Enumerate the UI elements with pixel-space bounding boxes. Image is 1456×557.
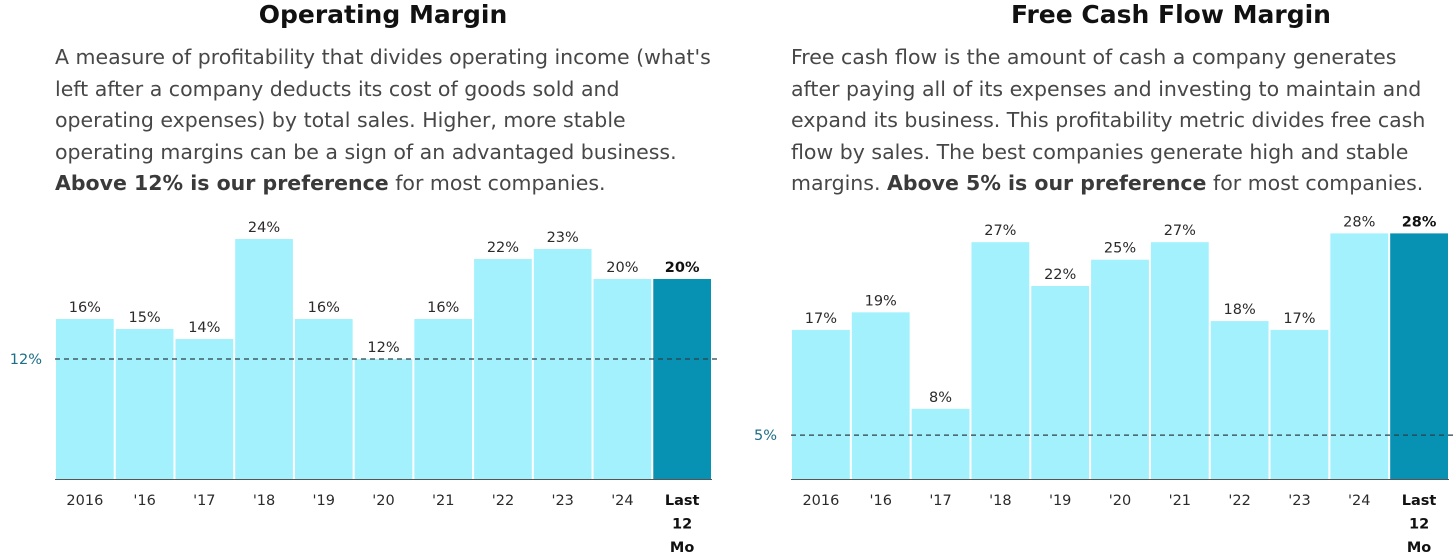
free-cash-flow-margin-chart: 17% 19% 8% 27% 22% 25% 27% 18% 17% 28% 28% 2016 '16 '… (754, 214, 1456, 556)
bar (792, 329, 850, 479)
bar (354, 359, 413, 479)
data-label: 22% (487, 240, 519, 256)
data-label: 20% (665, 260, 700, 276)
bar-last-12-mo (653, 279, 711, 479)
reference-label: 5% (754, 428, 777, 444)
x-tick-label: '21 (1169, 493, 1191, 509)
data-label: 17% (1283, 311, 1315, 327)
bar (1091, 259, 1149, 479)
bar (294, 319, 353, 479)
bar (1031, 286, 1090, 479)
bar (1270, 329, 1329, 479)
x-tick-label: '16 (870, 493, 892, 509)
preference-rest: for most companies. (1206, 171, 1424, 196)
bar (1210, 321, 1269, 479)
data-label: 14% (188, 320, 220, 336)
x-tick-label: '16 (133, 493, 155, 509)
operating-margin-chart: 16% 15% 14% 24% 16% 12% 16% 22% 23% 20% 20% 2016 '16… (10, 220, 720, 556)
data-label: 15% (128, 310, 160, 326)
bar (56, 319, 114, 479)
x-tick-label: '19 (1049, 493, 1071, 509)
bar (175, 339, 234, 479)
data-label: 16% (69, 300, 101, 316)
x-tick-label: '18 (253, 493, 275, 509)
bar (851, 312, 910, 479)
preference-bold: Above 5% is our preference (887, 171, 1207, 196)
chart-description: A measure of profitability that divides … (55, 42, 720, 200)
x-tick-label: '18 (989, 493, 1011, 509)
chart-title: Free Cash Flow Margin (1011, 0, 1331, 29)
data-label: 16% (427, 300, 459, 316)
data-label: 27% (984, 223, 1016, 239)
x-tick-label: '22 (1228, 493, 1250, 509)
x-tick-label: '23 (1288, 493, 1310, 509)
data-label: 8% (929, 390, 952, 406)
x-tick-label: '22 (492, 493, 514, 509)
description-text: Free cash flow is the amount of cash a c… (791, 45, 1426, 196)
data-label: 28% (1402, 214, 1437, 230)
bar (593, 279, 652, 479)
data-label: 27% (1164, 223, 1196, 239)
x-tick-label: '24 (1348, 493, 1370, 509)
x-tick-label: '21 (432, 493, 454, 509)
x-tick-label: Last 12 Mo (665, 493, 700, 556)
data-label: 24% (248, 220, 280, 236)
bar (474, 259, 532, 479)
x-tick-label: '23 (551, 493, 573, 509)
reference-label: 12% (10, 352, 42, 368)
bar (911, 408, 970, 479)
bar (1330, 233, 1389, 479)
data-label: 22% (1044, 267, 1076, 283)
bar-last-12-mo (1390, 233, 1448, 479)
bar (533, 249, 592, 479)
x-tick-label: 2016 (802, 493, 839, 509)
data-label: 16% (308, 300, 340, 316)
data-label: 18% (1224, 302, 1256, 318)
data-label: 12% (367, 340, 399, 356)
x-tick-label: '24 (611, 493, 633, 509)
description-text: A measure of profitability that divides … (55, 45, 711, 164)
bar (971, 242, 1030, 479)
x-tick-label: '19 (313, 493, 335, 509)
preference-bold: Above 12% is our preference (55, 171, 389, 196)
x-tick-label: Last 12 Mo (1402, 493, 1437, 556)
x-tick-label: '17 (193, 493, 215, 509)
data-label: 17% (805, 311, 837, 327)
data-label: 19% (865, 293, 897, 309)
operating-margin-panel: Operating Margin A measure of profitabil… (10, 0, 720, 556)
chart-title: Operating Margin (258, 0, 508, 29)
x-tick-label: '17 (929, 493, 951, 509)
x-tick-label: 2016 (66, 493, 103, 509)
chart-description: Free cash flow is the amount of cash a c… (791, 42, 1451, 200)
bar (1150, 242, 1209, 479)
data-label: 25% (1104, 241, 1136, 257)
preference-rest: for most companies. (388, 171, 606, 196)
data-label: 20% (606, 260, 638, 276)
free-cash-flow-margin-panel: Free Cash Flow Margin Free cash flow is … (728, 0, 1456, 557)
x-tick-label: '20 (1109, 493, 1131, 509)
bar (115, 329, 174, 479)
bar (414, 319, 473, 479)
data-label: 28% (1343, 214, 1375, 230)
data-label: 23% (547, 230, 579, 246)
x-tick-label: '20 (372, 493, 394, 509)
